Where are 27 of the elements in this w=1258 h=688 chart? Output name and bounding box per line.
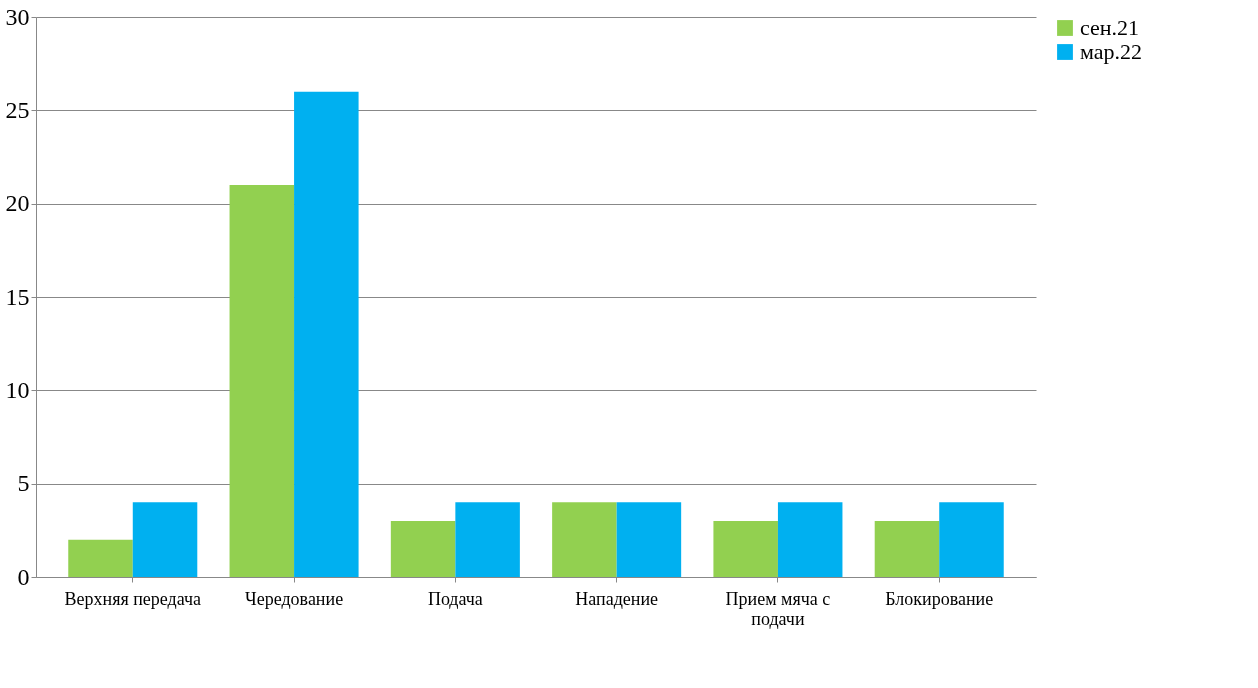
legend-label: сен.21	[1080, 15, 1140, 40]
x-tick-label: Блокирование	[885, 588, 994, 609]
x-tick-label: Подача	[427, 588, 483, 609]
bar	[713, 521, 778, 577]
y-tick-label: 0	[17, 563, 30, 590]
y-tick-label: 30	[5, 3, 30, 30]
bar	[132, 502, 198, 577]
bar	[294, 91, 359, 577]
bar	[874, 521, 940, 577]
bar	[229, 185, 295, 577]
y-tick-label: 10	[5, 376, 30, 403]
bar	[455, 502, 520, 577]
x-tick-label: Чередование	[245, 588, 344, 609]
x-tick-label: Нападение	[575, 588, 659, 609]
bar	[777, 502, 843, 577]
x-tick-label: Верхняя передача	[64, 588, 202, 609]
x-tick-label: Прием мяча с подачи	[725, 588, 831, 629]
y-tick-label: 25	[5, 96, 30, 123]
bar	[68, 539, 133, 577]
bar	[616, 502, 682, 577]
legend-label: мар.22	[1080, 39, 1143, 64]
y-tick-label: 20	[5, 190, 30, 217]
bar	[939, 502, 1004, 577]
y-tick-label: 5	[17, 470, 30, 497]
bar	[390, 521, 456, 577]
bar	[552, 502, 617, 577]
y-tick-label: 15	[5, 283, 30, 310]
